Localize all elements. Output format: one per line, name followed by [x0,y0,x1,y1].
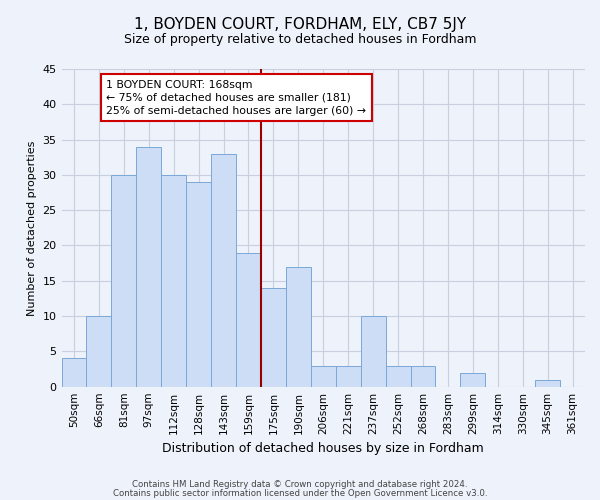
Bar [386,366,410,386]
Text: Contains public sector information licensed under the Open Government Licence v3: Contains public sector information licen… [113,488,487,498]
Bar [311,366,336,386]
Bar [236,252,261,386]
Y-axis label: Number of detached properties: Number of detached properties [27,140,37,316]
Bar [161,175,186,386]
Bar [336,366,361,386]
Text: Contains HM Land Registry data © Crown copyright and database right 2024.: Contains HM Land Registry data © Crown c… [132,480,468,489]
Bar [535,380,560,386]
Bar [186,182,211,386]
Bar [62,358,86,386]
Bar [286,266,311,386]
Text: 1, BOYDEN COURT, FORDHAM, ELY, CB7 5JY: 1, BOYDEN COURT, FORDHAM, ELY, CB7 5JY [134,18,466,32]
Text: Size of property relative to detached houses in Fordham: Size of property relative to detached ho… [124,32,476,46]
Bar [261,288,286,386]
Bar [410,366,436,386]
X-axis label: Distribution of detached houses by size in Fordham: Distribution of detached houses by size … [163,442,484,455]
Bar [86,316,112,386]
Bar [361,316,386,386]
Bar [136,146,161,386]
Bar [112,175,136,386]
Bar [211,154,236,386]
Bar [460,372,485,386]
Text: 1 BOYDEN COURT: 168sqm
← 75% of detached houses are smaller (181)
25% of semi-de: 1 BOYDEN COURT: 168sqm ← 75% of detached… [106,80,367,116]
